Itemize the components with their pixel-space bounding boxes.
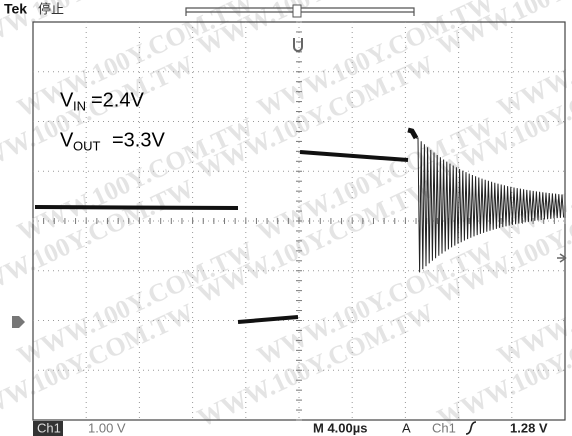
trace-spike	[408, 130, 416, 138]
record-marker	[293, 5, 301, 17]
trigger-slope-icon	[466, 422, 476, 434]
trigger-position-marker	[294, 38, 302, 51]
oscilloscope-screen: WWW.100Y.COM.TWWWW.100Y.COM.TWWWW.100Y.C…	[0, 0, 572, 436]
subscript: IN	[73, 98, 86, 113]
subscript: OUT	[73, 138, 101, 153]
timebase: M 4.00µs	[313, 420, 367, 435]
trigger-source: Ch1	[432, 420, 456, 435]
value-text: =3.3V	[112, 129, 165, 151]
channel-ground-marker	[12, 316, 25, 328]
symbol: V	[60, 129, 74, 151]
symbol: V	[60, 89, 74, 111]
trace-segment	[238, 317, 298, 322]
trace-segment	[35, 207, 238, 208]
brand: Tek	[4, 1, 27, 17]
trigger-level: 1.28 V	[510, 420, 548, 435]
trigger-mode: A	[402, 420, 411, 435]
vertical-scale: 1.00 V	[88, 420, 126, 435]
vin-label: V IN =2.4V	[60, 89, 144, 113]
value-text: =2.4V	[91, 89, 144, 111]
channel: Ch1	[37, 420, 61, 435]
status: 停止	[38, 1, 64, 16]
